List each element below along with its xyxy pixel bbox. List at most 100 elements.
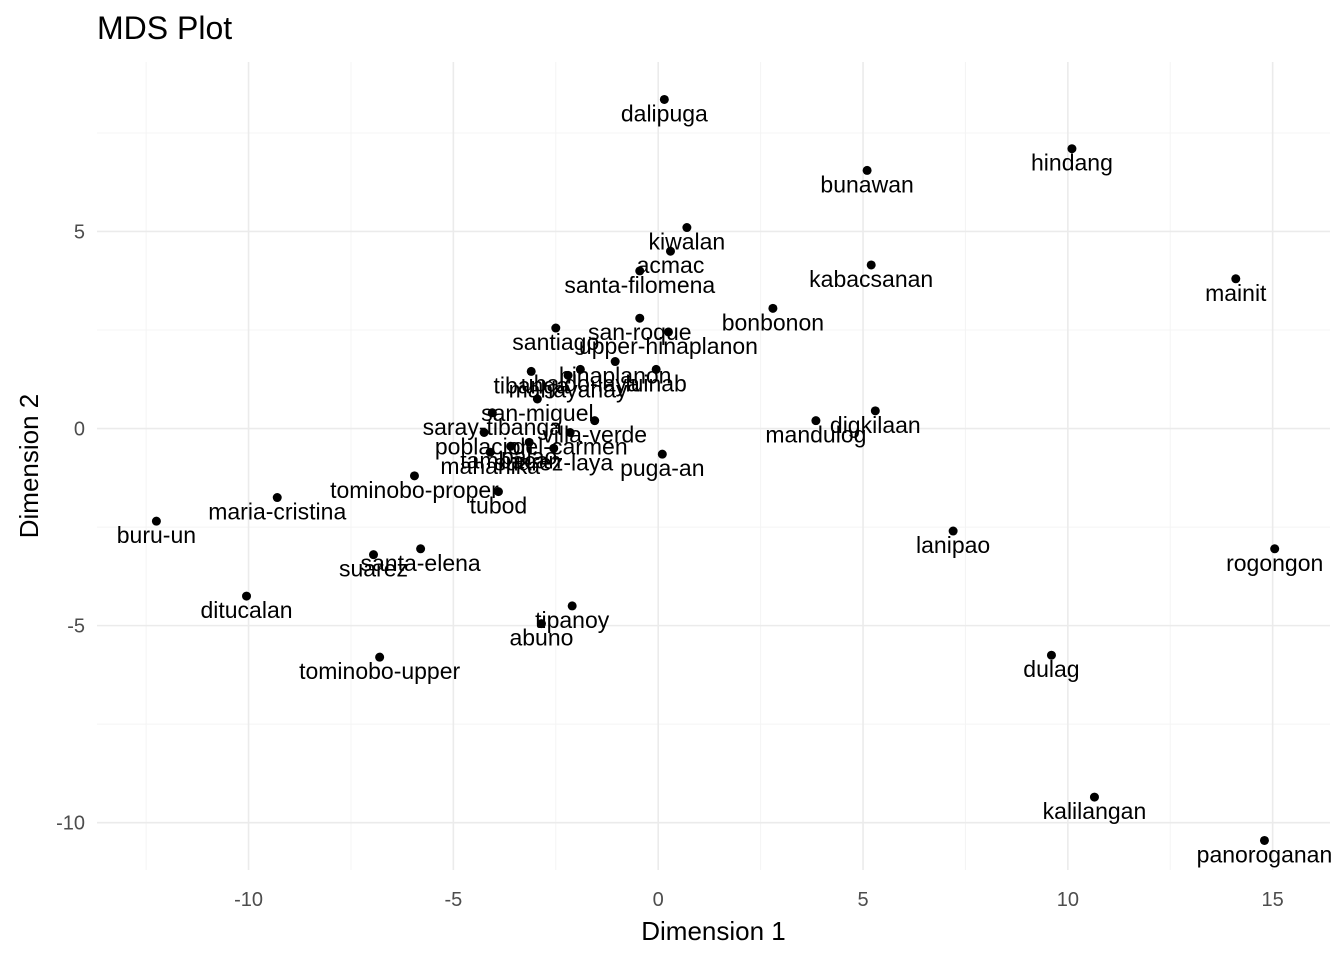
point-label: bunawan [820, 171, 913, 197]
data-point [659, 94, 669, 104]
point-label: abuno [509, 625, 573, 651]
point-label: mainit [1205, 280, 1267, 306]
point-label: santa-filomena [564, 272, 715, 298]
data-point [862, 165, 872, 175]
data-point [549, 443, 559, 453]
data-point [590, 416, 600, 426]
data-point [375, 652, 385, 662]
point-label: ubaldo-laya [521, 370, 640, 396]
point-layer [151, 94, 1280, 845]
x-tick-label: 5 [857, 889, 868, 911]
x-tick-label: 10 [1057, 889, 1079, 911]
data-point [866, 260, 876, 270]
y-tick-label: 0 [74, 419, 85, 441]
data-point [870, 406, 880, 416]
x-tick-label: -10 [234, 889, 263, 911]
point-label: mahayahay [509, 376, 628, 402]
point-label: dalipuga [621, 100, 708, 126]
y-tick-label: -5 [67, 616, 85, 638]
chart-title: MDS Plot [97, 10, 233, 46]
point-label: kalilangan [1043, 798, 1147, 824]
point-label: dulag [1023, 656, 1079, 682]
data-point [242, 591, 252, 601]
data-point [657, 449, 667, 459]
data-point [948, 526, 958, 536]
data-point [409, 471, 419, 481]
point-label: bonbonon [722, 309, 824, 335]
point-label: luinab [625, 370, 686, 396]
data-point [551, 323, 561, 333]
data-point [610, 357, 620, 367]
point-label: san-roque [588, 319, 692, 345]
point-label: digkilaan [830, 412, 921, 438]
grid-layer [97, 62, 1330, 870]
point-label: tominobo-upper [299, 658, 460, 684]
point-label: maria-cristina [208, 499, 346, 525]
data-point [665, 246, 675, 256]
data-point [567, 601, 577, 611]
point-label: maharlika [440, 453, 540, 479]
data-point [536, 619, 546, 629]
data-point [1270, 544, 1280, 554]
point-label: tipanoy [535, 607, 610, 633]
y-axis-label: Dimension 2 [14, 394, 44, 539]
data-point [479, 427, 489, 437]
data-point [493, 487, 503, 497]
point-label: hindang [1031, 150, 1113, 176]
point-label: san-miguel [481, 400, 594, 426]
data-point [151, 516, 161, 526]
data-point [485, 447, 495, 457]
data-point [575, 364, 585, 374]
data-point [682, 223, 692, 233]
point-label: lanipao [916, 532, 990, 558]
data-point [506, 441, 516, 451]
point-label: rogongon [1226, 550, 1323, 576]
point-label: mandulog [765, 422, 866, 448]
y-tick-label: 5 [74, 221, 85, 243]
data-point [524, 437, 534, 447]
data-point [1046, 650, 1056, 660]
point-label: tubod [470, 493, 528, 519]
point-label-layer: dalipugahindangbunawankiwalanacmacsanta-… [117, 100, 1332, 867]
data-point [526, 366, 536, 376]
point-label: tambacan [460, 447, 561, 473]
data-point [416, 544, 426, 554]
point-label: tominobo-proper [330, 477, 499, 503]
data-point [1067, 144, 1077, 154]
data-point [532, 394, 542, 404]
data-point [1089, 792, 1099, 802]
point-label: villa-verde [542, 422, 647, 448]
data-point [635, 266, 645, 276]
point-label: palao [501, 443, 557, 469]
data-point [635, 313, 645, 323]
point-label: suarez-laya [494, 449, 613, 475]
y-tick-label: -10 [56, 813, 85, 835]
data-point [563, 370, 573, 380]
point-label: kabacsanan [809, 266, 933, 292]
point-label: upper-hinaplanon [579, 333, 758, 359]
point-label: ditucalan [200, 597, 292, 623]
x-axis-label: Dimension 1 [641, 916, 786, 946]
data-point [369, 550, 379, 560]
data-point [651, 364, 661, 374]
point-label: panoroganan [1197, 841, 1333, 867]
data-point [565, 427, 575, 437]
point-label: del-carmen [513, 433, 628, 459]
x-tick-label: -5 [444, 889, 462, 911]
data-point [272, 493, 282, 503]
point-label: suarez [339, 556, 408, 582]
tick-label-layer: -10 -5 0 5 10 15 -10 -5 0 5 [56, 221, 1284, 911]
x-tick-label: 0 [653, 889, 664, 911]
point-label: saray-tibanga [423, 414, 563, 440]
data-point [663, 327, 673, 337]
point-label: santa-elena [361, 550, 481, 576]
point-label: buru-un [117, 522, 196, 548]
data-point [768, 303, 778, 313]
point-label: kiwalan [649, 229, 726, 255]
data-point [1259, 835, 1269, 845]
point-label: acmac [637, 252, 705, 278]
data-point [487, 408, 497, 418]
point-label: tibanga [493, 372, 569, 398]
